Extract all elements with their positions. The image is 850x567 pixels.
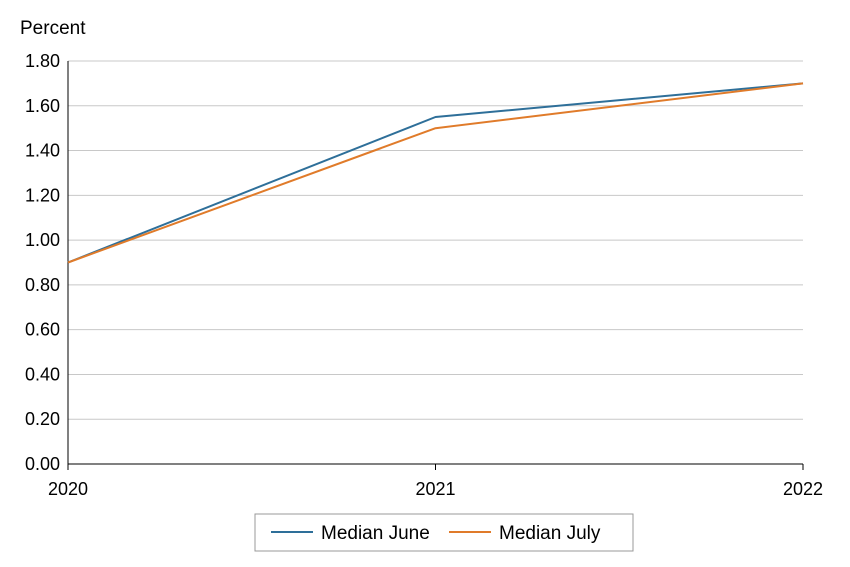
x-tick-label: 2022 <box>783 479 823 499</box>
y-tick-label: 1.60 <box>25 96 60 116</box>
legend-label: Median June <box>321 523 430 544</box>
y-tick-label: 0.20 <box>25 409 60 429</box>
series-line-median-july <box>67 82 804 264</box>
gridlines <box>68 60 803 420</box>
legend-label: Median July <box>499 523 601 544</box>
y-tick-label: 1.80 <box>25 51 60 71</box>
series-lines <box>67 82 804 264</box>
y-tick-label: 0.40 <box>25 364 60 384</box>
axes: 0.00 0.20 0.40 0.60 0.80 1.00 1.20 1.40 1.60 1.80… <box>25 51 823 499</box>
series-line-median-june <box>67 82 804 264</box>
y-tick-label: 0.60 <box>25 320 60 340</box>
legend: Median June Median July <box>254 513 634 552</box>
x-tick-label: 2020 <box>48 479 88 499</box>
legend-box <box>254 513 634 552</box>
y-tick-label: 0.80 <box>25 275 60 295</box>
y-tick-label: 1.40 <box>25 141 60 161</box>
x-tick-label: 2021 <box>415 479 455 499</box>
y-tick-label: 1.00 <box>25 230 60 250</box>
y-tick-label: 1.20 <box>25 185 60 205</box>
y-axis-unit-label: Percent <box>20 18 86 39</box>
y-tick-label: 0.00 <box>25 454 60 474</box>
